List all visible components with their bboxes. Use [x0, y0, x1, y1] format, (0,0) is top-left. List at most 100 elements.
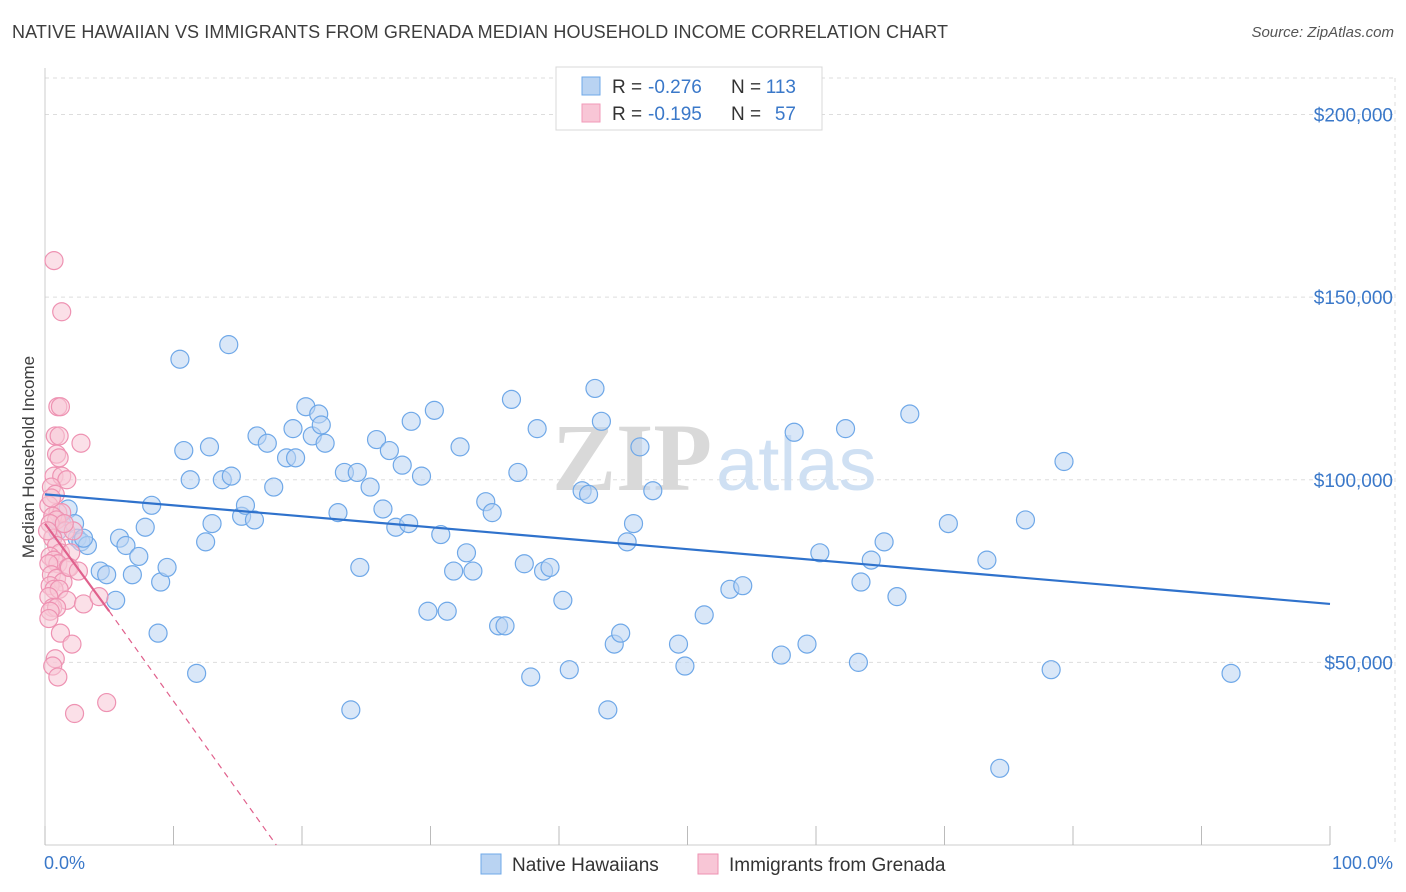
point-native-hawaiian — [418, 601, 438, 621]
point-native-hawaiian — [514, 554, 534, 574]
point-native-hawaiian — [835, 419, 856, 439]
data-points — [37, 251, 1241, 778]
trend-line-grenada-extension — [108, 610, 277, 846]
point-native-hawaiian — [630, 437, 650, 457]
point-native-hawaiian — [463, 561, 483, 581]
point-native-hawaiian — [235, 495, 256, 515]
x-tick-label-min: 0.0% — [44, 853, 85, 873]
point-native-hawaiian — [1054, 451, 1074, 472]
point-native-hawaiian — [399, 513, 419, 534]
point-native-hawaiian — [1015, 510, 1036, 530]
x-tick-label-max: 100.0% — [1332, 853, 1393, 873]
point-native-hawaiian — [495, 616, 515, 636]
point-grenada — [48, 667, 68, 687]
point-grenada — [49, 426, 69, 446]
point-native-hawaiian — [733, 576, 753, 596]
point-native-hawaiian — [341, 700, 361, 720]
bottom-legend-swatch — [697, 853, 719, 875]
legend-swatch — [581, 103, 601, 123]
point-native-hawaiian — [360, 477, 380, 497]
point-native-hawaiian — [508, 462, 528, 483]
point-native-hawaiian — [482, 503, 502, 523]
point-native-hawaiian — [401, 411, 421, 431]
point-native-hawaiian — [1221, 663, 1241, 683]
point-native-hawaiian — [148, 623, 168, 643]
point-native-hawaiian — [585, 378, 605, 399]
point-native-hawaiian — [444, 561, 464, 581]
point-native-hawaiian — [142, 495, 162, 515]
point-native-hawaiian — [328, 503, 348, 523]
point-native-hawaiian — [392, 455, 412, 475]
legend-r-label: R = — [612, 77, 642, 98]
point-native-hawaiian — [174, 440, 194, 461]
point-native-hawaiian — [553, 590, 573, 610]
point-native-hawaiian — [851, 572, 871, 592]
trend-line-grenada — [44, 522, 111, 612]
point-grenada — [39, 608, 59, 629]
point-native-hawaiian — [810, 543, 830, 563]
bottom-legend-label: Immigrants from Grenada — [729, 855, 946, 876]
point-native-hawaiian — [521, 667, 541, 687]
point-native-hawaiian — [221, 466, 241, 486]
point-native-hawaiian — [257, 433, 277, 453]
point-native-hawaiian — [456, 543, 477, 563]
point-native-hawaiian — [887, 587, 907, 607]
point-grenada — [37, 521, 58, 541]
point-native-hawaiian — [285, 448, 306, 468]
point-native-hawaiian — [675, 656, 695, 676]
legend-n-label: N = — [731, 104, 761, 125]
point-native-hawaiian — [623, 513, 644, 534]
axes — [44, 68, 1331, 846]
bottom-legend-label: Native Hawaiians — [512, 855, 659, 876]
point-grenada — [73, 594, 94, 614]
point-native-hawaiian — [990, 758, 1010, 778]
point-native-hawaiian — [771, 645, 791, 665]
point-native-hawaiian — [874, 532, 894, 552]
point-grenada — [52, 302, 72, 322]
legend-r-value: -0.195 — [648, 104, 702, 125]
point-grenada — [54, 513, 74, 534]
point-native-hawaiian — [848, 652, 869, 672]
point-native-hawaiian — [1041, 660, 1061, 680]
point-native-hawaiian — [431, 524, 451, 545]
source-label: Source: ZipAtlas.com — [1251, 24, 1394, 41]
point-native-hawaiian — [122, 565, 142, 585]
point-native-hawaiian — [315, 433, 335, 453]
point-native-hawaiian — [784, 422, 804, 442]
y-tick-labels: $50,000 $100,000 $150,000 $200,000 — [1314, 106, 1393, 675]
legend-r-label: R = — [612, 104, 642, 125]
point-native-hawaiian — [424, 400, 444, 420]
point-native-hawaiian — [116, 535, 136, 556]
point-native-hawaiian — [527, 419, 547, 439]
point-native-hawaiian — [106, 590, 126, 610]
point-native-hawaiian — [170, 349, 190, 369]
point-grenada — [50, 397, 71, 417]
chart-title: NATIVE HAWAIIAN VS IMMIGRANTS FROM GRENA… — [12, 22, 949, 42]
trend-line-native-hawaiian — [44, 493, 1331, 606]
y-tick-label: $50,000 — [1324, 653, 1393, 674]
legend-n-label: N = — [731, 77, 761, 98]
point-grenada — [41, 488, 62, 508]
point-native-hawaiian — [135, 517, 155, 537]
point-grenada — [62, 634, 82, 654]
point-native-hawaiian — [244, 510, 265, 530]
point-native-hawaiian — [668, 634, 689, 654]
point-native-hawaiian — [694, 605, 714, 625]
point-native-hawaiian — [379, 440, 399, 461]
point-native-hawaiian — [129, 546, 149, 567]
bottom-legend-swatch — [480, 853, 502, 875]
point-native-hawaiian — [366, 429, 387, 450]
point-native-hawaiian — [219, 335, 239, 355]
point-grenada — [57, 470, 77, 490]
point-native-hawaiian — [797, 634, 817, 654]
point-native-hawaiian — [591, 411, 612, 431]
point-native-hawaiian — [611, 623, 631, 643]
point-native-hawaiian — [437, 601, 457, 621]
point-native-hawaiian — [283, 419, 303, 439]
point-native-hawaiian — [900, 404, 920, 424]
point-native-hawaiian — [411, 466, 432, 486]
legend-n-value: 57 — [775, 104, 796, 125]
trend-lines — [44, 493, 1331, 846]
point-native-hawaiian — [264, 477, 284, 497]
